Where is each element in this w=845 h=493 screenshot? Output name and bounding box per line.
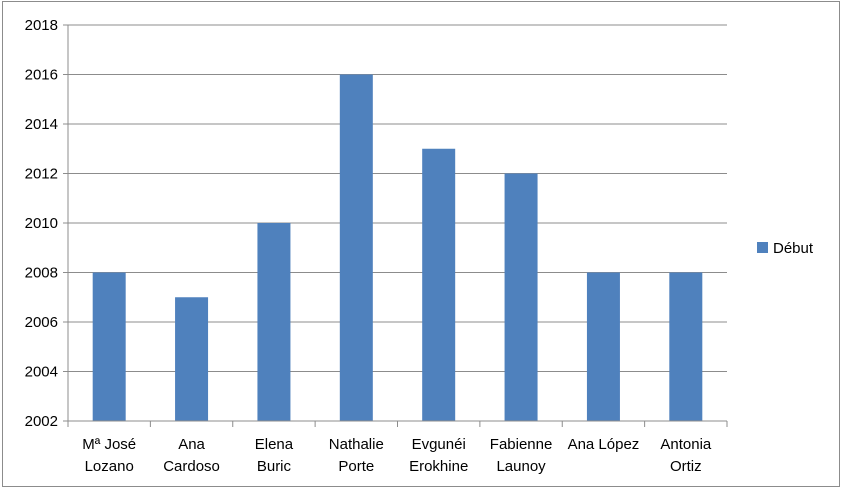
x-tick-label-line: Launoy: [496, 458, 546, 475]
x-tick-label: Mª José Lozano: [82, 436, 136, 475]
bar: [92, 272, 126, 421]
y-tick-labels: 2002 2004 2006 2008 2010 2012 2014 2016 2018: [25, 17, 58, 430]
bar: [175, 297, 209, 421]
x-tick-label-line: Ana López: [568, 436, 640, 453]
bar: [669, 272, 703, 421]
legend-label: Début: [773, 240, 814, 257]
y-tick-label: 2016: [25, 67, 58, 84]
legend-swatch: [757, 242, 768, 253]
y-tick-label: 2012: [25, 166, 58, 183]
bars: [92, 74, 703, 421]
x-tick-label-line: Fabienne: [490, 436, 553, 453]
x-tick-label-line: Lozano: [85, 458, 134, 475]
y-tick-label: 2006: [25, 314, 58, 331]
x-tick-label-line: Antonia: [660, 436, 712, 453]
bar: [504, 173, 538, 421]
gridlines: [68, 24, 727, 372]
y-tick-label: 2004: [25, 364, 58, 381]
x-tick-label-line: Erokhine: [409, 458, 468, 475]
x-tick-label-line: Buric: [257, 458, 292, 475]
y-tick-label: 2018: [25, 17, 58, 34]
y-tick-label: 2014: [25, 116, 58, 133]
y-tick-label: 2010: [25, 215, 58, 232]
legend: Début: [757, 240, 814, 257]
x-tick-label: Evgunéi Erokhine: [409, 436, 468, 475]
x-tick-label: Antonia Ortiz: [660, 436, 712, 475]
x-tick-label: Ana López: [568, 436, 640, 453]
bar: [586, 272, 620, 421]
x-tick-label-line: Elena: [255, 436, 294, 453]
x-tick-labels: Mª José Lozano Ana Cardoso Elena Buric Nathali…: [82, 436, 712, 475]
x-tick-label: Nathalie Porte: [329, 436, 384, 475]
x-tick-label: Elena Buric: [255, 436, 294, 475]
bar: [339, 74, 373, 421]
x-tick-label-line: Ana: [178, 436, 205, 453]
axes: [63, 24, 728, 427]
x-tick-label: Fabienne Launoy: [490, 436, 553, 475]
x-tick-label-line: Ortiz: [670, 458, 702, 475]
x-tick-label-line: Porte: [338, 458, 374, 475]
bar: [422, 148, 456, 421]
y-tick-label: 2002: [25, 413, 58, 430]
x-tick-label-line: Cardoso: [163, 458, 220, 475]
x-tick-label-line: Nathalie: [329, 436, 384, 453]
y-tick-label: 2008: [25, 265, 58, 282]
bar: [257, 223, 291, 421]
x-tick-label-line: Evgunéi: [412, 436, 466, 453]
x-tick-label: Ana Cardoso: [163, 436, 220, 475]
x-tick-label-line: Mª José: [82, 436, 136, 453]
